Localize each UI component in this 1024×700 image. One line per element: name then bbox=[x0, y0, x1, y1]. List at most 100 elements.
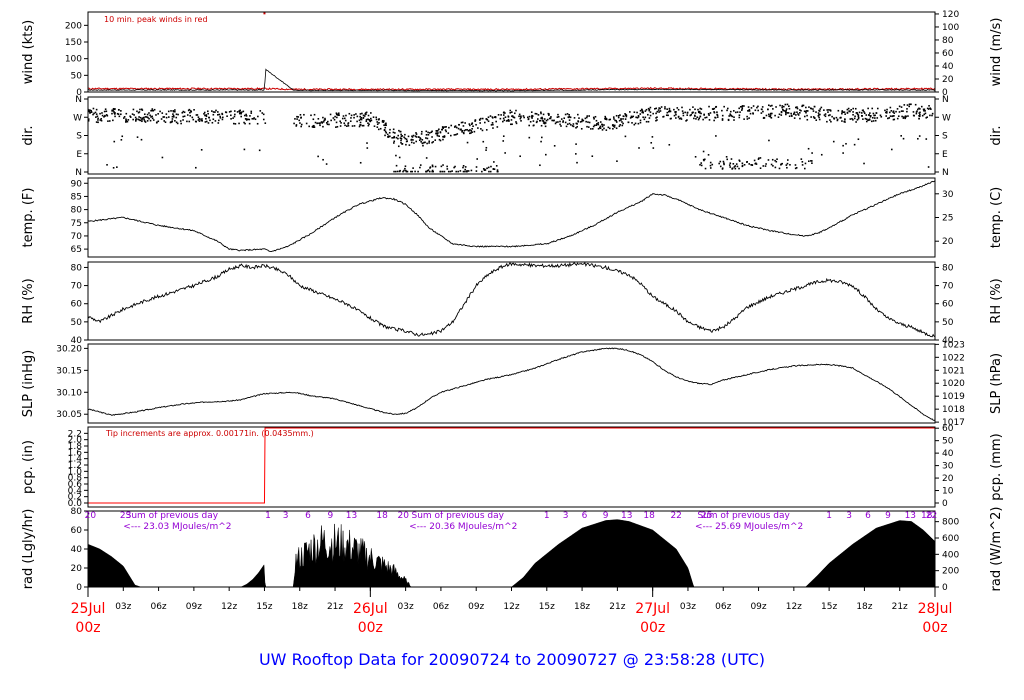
dir-point bbox=[111, 110, 113, 112]
dir-point bbox=[487, 116, 490, 119]
rad-local-hour-label: 1 bbox=[544, 511, 550, 521]
dir-point bbox=[764, 165, 767, 167]
dir-point bbox=[191, 116, 194, 119]
dir-point bbox=[419, 164, 422, 166]
dir-point bbox=[145, 116, 148, 118]
dir-point bbox=[634, 122, 637, 125]
dir-point bbox=[613, 124, 616, 127]
dir-point bbox=[470, 169, 473, 172]
dir-point bbox=[781, 108, 784, 111]
dir-point bbox=[180, 122, 182, 125]
dir-point bbox=[639, 119, 642, 122]
dir-point bbox=[544, 122, 547, 124]
dir-point bbox=[174, 120, 176, 122]
dir-point bbox=[486, 167, 488, 170]
dir-point bbox=[427, 131, 429, 134]
dir-point bbox=[872, 112, 875, 115]
rad-ylabel-left: rad (Lgly/hr) bbox=[21, 509, 36, 590]
dir-point bbox=[459, 170, 462, 172]
dir-left-tick-label: N bbox=[75, 95, 82, 105]
dir-point bbox=[139, 119, 142, 122]
dir-point bbox=[160, 118, 163, 120]
dir-point bbox=[472, 125, 474, 128]
dir-point bbox=[705, 116, 708, 119]
dir-point bbox=[487, 166, 490, 169]
dir-point bbox=[250, 112, 253, 114]
dir-point bbox=[165, 116, 168, 119]
dir-point bbox=[238, 110, 241, 112]
rad-local-hour-label: 18 bbox=[376, 511, 388, 521]
dir-point bbox=[641, 110, 644, 113]
dir-point bbox=[126, 120, 129, 123]
dir-point bbox=[312, 118, 315, 121]
dir-point bbox=[345, 114, 347, 117]
dir-point bbox=[689, 114, 692, 117]
dir-point bbox=[523, 116, 525, 119]
dir-point bbox=[204, 114, 206, 117]
dir-point bbox=[768, 113, 770, 116]
chart-footer-title: UW Rooftop Data for 20090724 to 20090727… bbox=[258, 650, 766, 669]
dir-point bbox=[918, 117, 920, 120]
dir-point bbox=[182, 119, 184, 121]
slp-series-group bbox=[88, 347, 935, 421]
dir-point bbox=[693, 114, 696, 117]
dir-point bbox=[787, 112, 790, 114]
dir-point bbox=[362, 114, 365, 117]
dir-point bbox=[726, 158, 729, 161]
dir-point bbox=[733, 116, 735, 119]
dir-point bbox=[818, 110, 821, 112]
dir-point bbox=[384, 126, 387, 129]
dir-point bbox=[249, 115, 251, 117]
dir-point bbox=[618, 125, 621, 128]
dir-point bbox=[566, 113, 569, 115]
dir-point bbox=[478, 118, 481, 121]
dir-point bbox=[140, 108, 143, 111]
dir-point bbox=[741, 106, 744, 108]
dir-point bbox=[212, 118, 215, 121]
rad-left-tick-label: 20 bbox=[71, 564, 83, 574]
dir-point bbox=[739, 111, 741, 113]
dir-point bbox=[343, 117, 346, 120]
dir-point bbox=[162, 116, 165, 118]
dir-point bbox=[382, 121, 385, 123]
dir-point bbox=[295, 125, 298, 127]
dir-point bbox=[888, 117, 891, 119]
dir-point bbox=[398, 129, 400, 132]
dir-point bbox=[829, 119, 831, 121]
dir-point bbox=[914, 103, 917, 106]
dir-point bbox=[637, 116, 640, 118]
dir-point bbox=[577, 113, 579, 116]
dir-point bbox=[181, 111, 184, 114]
dir-point bbox=[200, 149, 203, 151]
dir-point bbox=[601, 123, 603, 126]
rh-series-group bbox=[88, 262, 935, 338]
dir-point bbox=[462, 166, 464, 169]
dir-point bbox=[412, 167, 414, 169]
dir-point bbox=[801, 104, 804, 107]
dir-point bbox=[815, 119, 818, 121]
slp-left-tick-label: 30.05 bbox=[56, 410, 82, 420]
dir-point bbox=[699, 107, 702, 110]
dir-point bbox=[442, 135, 444, 138]
dir-point bbox=[820, 106, 823, 109]
dir-point bbox=[132, 108, 135, 111]
dir-point bbox=[502, 114, 505, 116]
dir-point bbox=[135, 118, 138, 120]
dir-point bbox=[721, 167, 724, 170]
dir-point bbox=[901, 115, 903, 118]
dir-point bbox=[100, 118, 103, 120]
dir-point bbox=[125, 120, 127, 122]
dir-point bbox=[500, 114, 502, 116]
dir-point bbox=[719, 160, 722, 163]
dir-point bbox=[485, 129, 488, 131]
dir-point bbox=[694, 112, 697, 114]
dir-point bbox=[431, 164, 434, 167]
dir-point bbox=[599, 125, 602, 128]
dir-point bbox=[760, 112, 763, 114]
dir-point bbox=[851, 117, 853, 120]
dir-point bbox=[502, 117, 505, 120]
dir-point bbox=[841, 111, 843, 113]
dir-point bbox=[428, 142, 430, 144]
dir-point bbox=[319, 124, 321, 127]
dir-point bbox=[746, 161, 748, 163]
